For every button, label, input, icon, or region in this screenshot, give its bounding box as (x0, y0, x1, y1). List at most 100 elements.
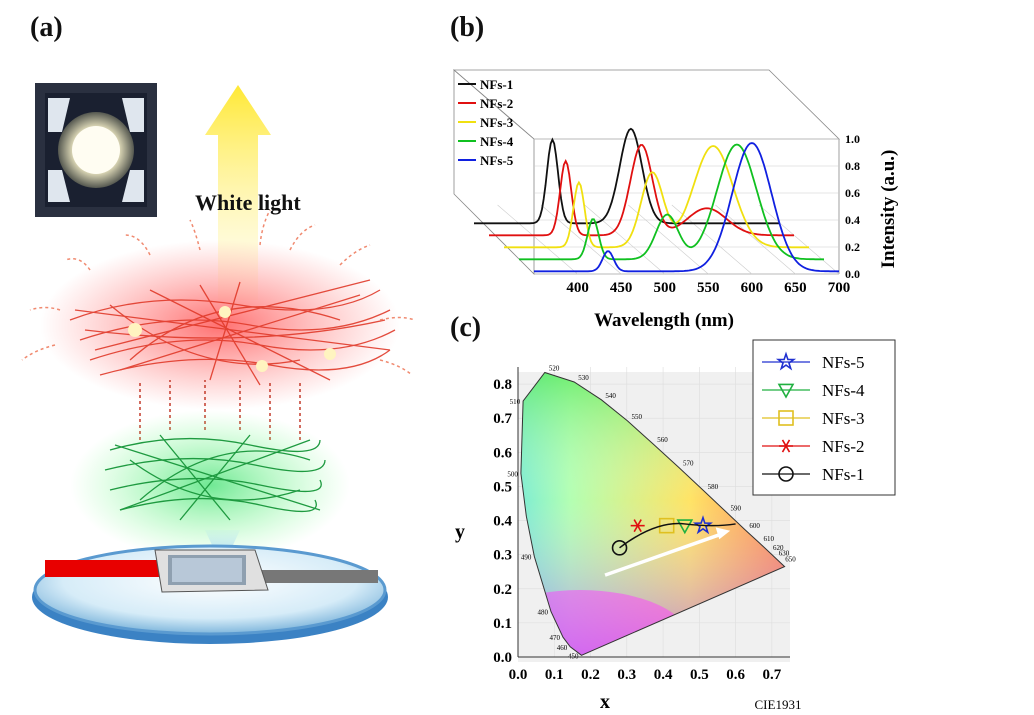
panel-c-label: (c) (450, 312, 482, 343)
y-tick-label: 0.5 (493, 479, 512, 495)
x-tick-label: 0.3 (617, 667, 636, 683)
red-nanofiber-mat (69, 279, 396, 386)
spectrum-line-nfs-2 (489, 144, 794, 237)
cie-trend-curve (619, 522, 736, 549)
cie-ylabel: y (455, 521, 465, 543)
legend-label: NFs-2 (480, 96, 513, 111)
cie-footer: CIE1931 (755, 697, 802, 712)
x-tick-label: 0.4 (654, 667, 673, 683)
grid-line (584, 204, 665, 275)
locus-label: 580 (708, 483, 719, 491)
x-tick-label: 0.0 (509, 667, 528, 683)
locus-label: 500 (507, 470, 518, 478)
spectrum-line-nfs-1 (474, 127, 779, 225)
white-light-caption: White light (195, 190, 301, 215)
x-tick-label: 400 (566, 280, 589, 296)
locus-label: 460 (557, 644, 568, 652)
x-tick-label: 550 (697, 280, 720, 296)
locus-label: 520 (549, 364, 560, 372)
cie-point-nfs-5 (692, 515, 713, 535)
spectra-chart: 400 450 500 550 600 650 700 0.0 0.2 0.4 0.6 0.8 1.0… (452, 69, 899, 331)
x-tick-label: 0.6 (726, 667, 745, 683)
led-chip-base (32, 544, 388, 644)
cie-xlabel: x (600, 691, 610, 713)
y-tick-label: 0.4 (493, 514, 512, 530)
grid-line (715, 204, 796, 275)
red-emission-rays (21, 209, 416, 376)
panel-a-illustration: White light (21, 83, 416, 644)
y-tick-label: 0.1 (493, 616, 512, 632)
spectrum-line-nfs-5 (534, 142, 839, 273)
legend-label: NFs-1 (480, 77, 513, 92)
y-tick-label: 0.6 (493, 445, 512, 461)
red-emission-sparkles (128, 306, 336, 372)
locus-label: 470 (549, 634, 560, 642)
legend-label: NFs-5 (822, 353, 865, 372)
y-tick-label: 0.0 (493, 650, 512, 666)
y-tick-label: 1.0 (845, 132, 860, 146)
locus-label: 610 (764, 535, 775, 543)
locus-label: 650 (785, 556, 796, 564)
locus-label: 550 (632, 413, 643, 421)
x-tick-label: 450 (610, 280, 633, 296)
locus-label: 480 (538, 609, 549, 617)
locus-label: 530 (578, 374, 589, 382)
spectra-xlabel: Wavelength (nm) (594, 310, 734, 331)
spectrum-line-nfs-4 (519, 143, 824, 261)
x-tick-label: 0.5 (690, 667, 709, 683)
locus-label: 490 (521, 553, 532, 561)
x-tick-label: 650 (784, 280, 807, 296)
y-tick-label: 0.8 (845, 159, 860, 173)
led-photo (35, 83, 157, 217)
legend-marker (777, 383, 795, 399)
legend-label: NFs-2 (822, 437, 865, 456)
legend-label: NFs-3 (822, 409, 865, 428)
panel-a-label: (a) (30, 12, 63, 43)
spectrum-line-nfs-3 (504, 145, 809, 249)
locus-label: 630 (779, 549, 790, 557)
grid-line (758, 204, 840, 275)
y-tick-label: 0.3 (493, 548, 512, 564)
x-tick-label: 0.1 (545, 667, 564, 683)
panel-b-label: (b) (450, 12, 485, 43)
x-tick-label: 0.2 (581, 667, 600, 683)
cie-shift-arrowhead (715, 527, 731, 540)
locus-label: 540 (605, 392, 616, 400)
y-tick-label: 0.6 (845, 186, 860, 200)
locus-label: 510 (510, 398, 521, 406)
spectra-ylabel: Intensity (a.u.) (878, 150, 899, 269)
legend-marker (778, 410, 794, 426)
x-tick-label: 600 (741, 280, 764, 296)
y-tick-label: 0.0 (845, 267, 860, 281)
cie-point-nfs-2 (630, 519, 645, 533)
cie-point-nfs-1 (611, 540, 628, 556)
x-tick-label: 700 (828, 280, 851, 296)
y-tick-label: 0.4 (845, 213, 860, 227)
legend-marker (779, 439, 793, 453)
locus-label: 600 (749, 522, 760, 530)
x-tick-label: 500 (653, 280, 676, 296)
legend-label: NFs-4 (480, 134, 514, 149)
y-tick-label: 0.2 (845, 240, 860, 254)
y-tick-label: 0.8 (493, 377, 512, 393)
locus-label: 450 (568, 652, 579, 660)
x-tick-label: 0.7 (762, 667, 781, 683)
grid-line (540, 204, 622, 275)
grid-line (628, 204, 709, 275)
grid-line (671, 204, 753, 275)
legend-label: NFs-1 (822, 465, 865, 484)
legend-label: NFs-3 (480, 115, 514, 130)
cie-point-nfs-4 (676, 519, 694, 535)
legend-label: NFs-5 (480, 153, 514, 168)
legend-label: NFs-4 (822, 381, 865, 400)
locus-label: 620 (773, 544, 784, 552)
grid-line (497, 204, 578, 275)
y-tick-label: 0.7 (493, 411, 512, 427)
green-nanofiber-mat (104, 434, 326, 521)
cie-shift-arrow (604, 532, 722, 577)
legend-marker (775, 351, 797, 371)
locus-label: 590 (731, 504, 742, 512)
y-tick-label: 0.2 (493, 582, 512, 598)
legend-marker (778, 466, 794, 482)
